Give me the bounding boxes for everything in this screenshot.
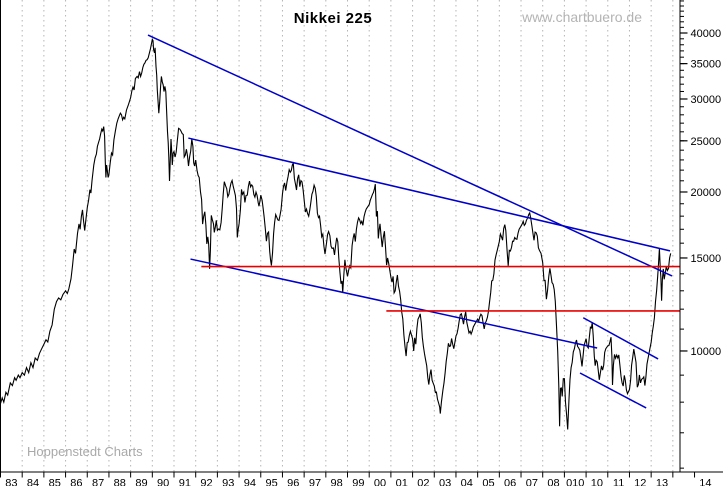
credit-label: Hoppenstedt Charts — [27, 444, 143, 459]
channel-upper-2010-2013 — [582, 317, 659, 360]
x-tick-label: 11 — [613, 478, 624, 486]
x-tick-label: 98 — [331, 478, 343, 486]
y-tick-label: 10000 — [691, 346, 722, 358]
x-tick-label: 95 — [265, 478, 277, 486]
x-tick-label: 00 — [374, 478, 386, 486]
x-tick-label: 12 — [634, 478, 646, 486]
x-tick-label: 83 — [5, 478, 17, 486]
y-tick-label: 40000 — [691, 28, 722, 40]
y-tick-label: 15000 — [691, 253, 722, 265]
y-tick-label: 20000 — [691, 187, 722, 199]
x-tick-label: 13 — [656, 478, 668, 486]
x-tick-label: 06 — [504, 478, 516, 486]
x-tick-label: 97 — [309, 478, 321, 486]
x-tick-label: 05 — [482, 478, 494, 486]
x-tick-label: 85 — [49, 478, 61, 486]
x-tick-label: 03 — [439, 478, 451, 486]
x-tick-label: 92 — [200, 478, 212, 486]
price-line — [0, 37, 672, 430]
x-tick-label: 86 — [70, 478, 82, 486]
x-tick-label: 88 — [114, 478, 126, 486]
x-tick-label: 02 — [417, 478, 429, 486]
x-tick-label: 07 — [526, 478, 538, 486]
x-tick-label: 99 — [352, 478, 364, 486]
y-tick-label: 30000 — [691, 94, 722, 106]
x-tick-label: 08 — [547, 478, 559, 486]
x-tick-label: 14 — [699, 478, 711, 486]
x-tick-label: 10 — [591, 478, 603, 486]
x-tick-label: 87 — [92, 478, 104, 486]
chart-title: Nikkei 225 — [293, 10, 373, 27]
x-tick-label: 91 — [179, 478, 191, 486]
channel-lower-2009-2012 — [579, 372, 647, 409]
y-tick-label: 25000 — [691, 136, 722, 148]
x-tick-label: 04 — [461, 478, 473, 486]
channel-lower-1992-2010 — [190, 258, 598, 349]
downtrend-from-1990-peak — [147, 34, 673, 277]
x-tick-label: 90 — [157, 478, 169, 486]
watermark-link[interactable]: www.chartbuero.de — [522, 9, 642, 25]
x-tick-label: 94 — [244, 478, 256, 486]
x-tick-label: 96 — [287, 478, 299, 486]
x-tick-label: 010 — [566, 478, 584, 486]
downtrend-from-1991-peak — [188, 137, 671, 252]
x-tick-label: 89 — [135, 478, 147, 486]
x-tick-label: 84 — [27, 478, 39, 486]
x-tick-label: 93 — [222, 478, 234, 486]
x-tick-label: 01 — [396, 478, 408, 486]
y-tick-label: 35000 — [691, 59, 722, 71]
